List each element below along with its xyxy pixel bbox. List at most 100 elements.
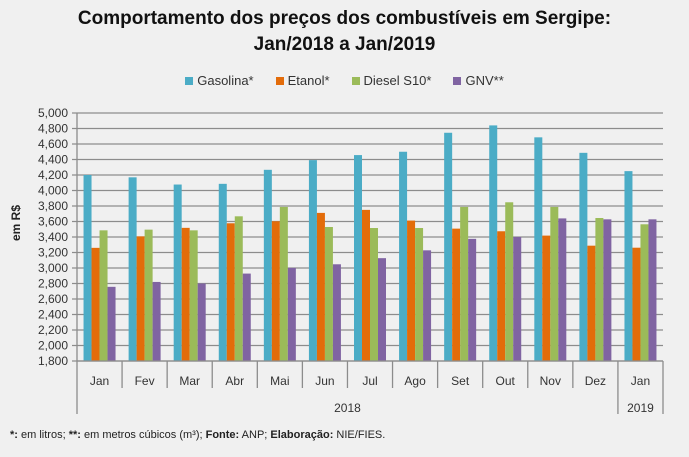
bar-gnv <box>513 237 522 361</box>
bar-etanol <box>452 228 461 361</box>
x-tick-label: Jan <box>90 374 109 388</box>
bar-diesels10 <box>324 227 333 361</box>
x-tick-label: Jun <box>315 374 334 388</box>
legend-swatch-diesel <box>351 76 360 85</box>
x-tick-label: Dez <box>585 374 606 388</box>
legend-item-gnv: GNV** <box>453 73 504 88</box>
chart-title: Comportamento dos preços dos combustívei… <box>0 6 689 58</box>
year-label: 2019 <box>627 401 654 415</box>
bar-diesels10 <box>505 202 514 361</box>
x-tick-label: Ago <box>404 374 426 388</box>
y-tick-label: 3,000 <box>38 261 68 275</box>
bar-gnv <box>107 286 116 361</box>
bar-gasolina <box>173 184 182 361</box>
bar-gnv <box>378 258 386 361</box>
bar-gnv <box>287 267 296 361</box>
bar-etanol <box>632 247 641 361</box>
x-tick-label: Fev <box>135 374 155 388</box>
y-tick-label: 1,800 <box>38 354 68 368</box>
y-tick-label: 2,600 <box>38 292 68 306</box>
legend-label-etanol: Etanol* <box>287 73 330 88</box>
x-tick-label: Mar <box>179 374 200 388</box>
bar-diesels10 <box>99 230 108 361</box>
bar-gasolina <box>83 175 92 361</box>
legend-swatch-gnv <box>453 76 462 85</box>
legend-item-etanol: Etanol* <box>275 73 330 88</box>
bar-etanol <box>407 220 416 361</box>
bar-diesels10 <box>550 206 559 361</box>
x-tick-label: Mai <box>270 374 289 388</box>
bar-gasolina <box>444 132 453 361</box>
bar-diesels10 <box>234 216 243 361</box>
legend-item-gasolina: Gasolina* <box>185 73 254 88</box>
bar-gasolina <box>399 151 408 361</box>
y-tick-label: 3,200 <box>38 246 68 260</box>
bar-diesels10 <box>144 229 153 361</box>
x-tick-label: Nov <box>540 374 561 388</box>
bar-etanol <box>587 245 596 361</box>
bar-gnv <box>648 219 657 361</box>
year-label: 2018 <box>334 401 361 415</box>
y-tick-label: 4,000 <box>38 184 68 198</box>
bar-gasolina <box>489 125 498 362</box>
bar-gasolina <box>128 177 137 361</box>
y-tick-label: 3,600 <box>38 215 68 229</box>
bar-diesels10 <box>279 206 288 361</box>
bar-gnv <box>603 219 612 361</box>
bar-etanol <box>542 235 551 361</box>
bar-gasolina <box>579 152 588 361</box>
bar-etanol <box>91 247 100 361</box>
y-tick-label: 4,200 <box>38 168 68 182</box>
x-tick-label: Jan <box>631 374 650 388</box>
bar-etanol <box>136 236 145 361</box>
y-tick-label: 4,800 <box>38 122 68 136</box>
y-tick-label: 2,200 <box>38 323 68 337</box>
bar-etanol <box>362 209 370 361</box>
x-tick-label: Jul <box>362 374 377 388</box>
bar-etanol <box>226 223 235 361</box>
bar-gasolina <box>354 155 362 361</box>
y-tick-label: 5,000 <box>38 106 68 120</box>
bar-gnv <box>468 238 477 361</box>
bars <box>83 125 657 362</box>
bar-gasolina <box>263 169 272 361</box>
legend-label-gasolina: Gasolina* <box>197 73 254 88</box>
y-tick-label: 4,600 <box>38 137 68 151</box>
footnote: *: em litros; **: em metros cúbicos (m³)… <box>10 429 386 441</box>
bar-gnv <box>152 281 161 361</box>
legend-swatch-gasolina <box>185 76 194 85</box>
y-tick-label: 3,400 <box>38 230 68 244</box>
bar-gasolina <box>624 171 633 361</box>
x-axis: Jan Fev Mar Abr Mai Jun Jul Ago Set Out Nov Dez Jan 2… <box>76 113 664 415</box>
bar-diesels10 <box>460 206 469 361</box>
bar-gnv <box>197 283 206 361</box>
bar-gnv <box>332 264 341 361</box>
bar-gasolina <box>534 137 543 361</box>
legend-item-diesel: Diesel S10* <box>351 73 432 88</box>
legend-swatch-etanol <box>275 76 284 85</box>
bar-diesels10 <box>189 230 198 361</box>
y-tick-label: 4,400 <box>38 153 68 167</box>
bar-diesels10 <box>370 228 378 361</box>
bar-gnv <box>558 218 567 361</box>
chart-title-line-1: Comportamento dos preços dos combustívei… <box>77 8 612 29</box>
chart-title-line-2: Jan/2018 a Jan/2019 <box>253 34 436 55</box>
bar-diesels10 <box>415 228 424 361</box>
y-tick-label: 2,800 <box>38 277 68 291</box>
legend-label-diesel: Diesel S10* <box>363 73 432 88</box>
bar-etanol <box>316 212 325 361</box>
bar-diesels10 <box>595 218 604 361</box>
y-tick-label: 2,000 <box>38 339 68 353</box>
bar-gnv <box>423 250 432 361</box>
x-tick-label: Abr <box>225 374 244 388</box>
legend: Gasolina* Etanol* Diesel S10* GNV** <box>0 73 689 88</box>
bar-etanol <box>497 231 506 361</box>
bar-etanol <box>271 221 280 361</box>
x-tick-label: Set <box>451 374 470 388</box>
bar-etanol <box>181 227 190 361</box>
bar-gnv <box>242 273 251 361</box>
legend-label-gnv: GNV** <box>465 73 504 88</box>
bar-gasolina <box>218 183 227 361</box>
